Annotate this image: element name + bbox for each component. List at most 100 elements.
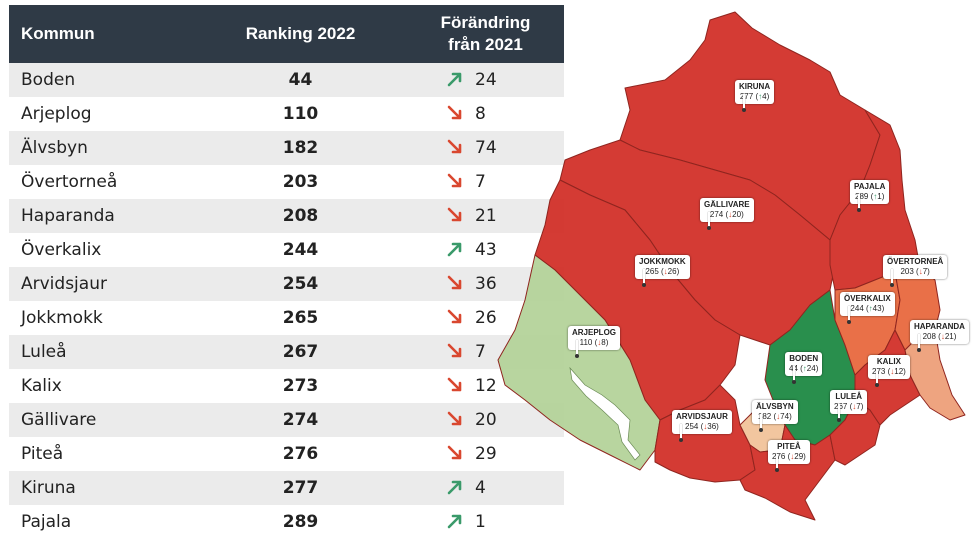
map-label-change: 4 — [762, 92, 767, 101]
table-row: Haparanda 208 21 — [9, 199, 564, 233]
ranking-table: Kommun Ranking 2022 Förändring från 2021… — [9, 5, 564, 539]
table-body: Boden 44 24 Arjeplog 110 8 Älvsbyn 182 74 Övertor… — [9, 63, 564, 539]
map-label-arvidsjaur: ARVIDSJAUR 254 (↓36) — [672, 410, 732, 434]
map-label-name: ARJEPLOG — [572, 328, 617, 337]
map-label-arjeplog: ARJEPLOG 110 (↓8) — [568, 326, 621, 350]
map-label-kiruna: KIRUNA 277 (↑4) — [735, 80, 775, 104]
map-label-name: HAPARANDA — [914, 322, 965, 331]
table-row: Arvidsjaur 254 36 — [9, 267, 564, 301]
map-pin — [758, 414, 763, 432]
cell-kommun: Pajala — [9, 505, 194, 539]
table-header-row: Kommun Ranking 2022 Förändring från 2021 — [9, 5, 564, 63]
map-pin — [678, 424, 683, 442]
cell-kommun: Jokkmokk — [9, 301, 194, 335]
cell-change: 74 — [407, 131, 564, 165]
map-label-value: 289 (↑1) — [855, 192, 885, 201]
map-label-rank: 277 — [739, 92, 754, 101]
map-label-lulea: LULEÅ 267 (↓7) — [830, 390, 868, 414]
map-pin — [574, 340, 579, 358]
table-row: Piteå 276 29 — [9, 437, 564, 471]
change-value: 26 — [475, 308, 497, 328]
arrow-down-right-icon — [447, 343, 462, 358]
map-regions — [497, 11, 966, 521]
cell-kommun: Kiruna — [9, 471, 194, 505]
map-label-value: 265 (↓26) — [645, 267, 680, 276]
map-label-value: 244 (↑43) — [850, 304, 885, 313]
mini-arrow-up-icon: ↑ — [758, 92, 763, 101]
arrow-up-right-icon — [447, 480, 462, 495]
map-label-rank: 274 — [709, 210, 724, 219]
map-label-name: ARVIDSJAUR — [676, 412, 728, 421]
change-value: 74 — [475, 138, 497, 158]
map-label-rank: 110 — [579, 338, 593, 347]
arrow-down-right-icon — [447, 275, 462, 290]
header-change-line2: från 2021 — [448, 35, 523, 54]
cell-ranking: 276 — [194, 437, 407, 471]
map-label-value: 276 (↓29) — [772, 452, 806, 461]
arrow-down-right-icon — [447, 207, 462, 222]
map-pin — [741, 94, 746, 112]
cell-kommun: Älvsbyn — [9, 131, 194, 165]
arrow-down-right-icon — [447, 411, 462, 426]
change-value: 7 — [475, 172, 486, 192]
cell-ranking: 182 — [194, 131, 407, 165]
table-row: Övertorneå 203 7 — [9, 165, 564, 199]
map-label-pitea: PITEÅ 276 (↓29) — [768, 440, 810, 464]
map-label-name: ÖVERKALIX — [844, 294, 891, 303]
map-label-name: PITEÅ — [777, 442, 801, 451]
arrow-up-right-icon — [447, 514, 462, 529]
cell-ranking: 289 — [194, 505, 407, 539]
map-label-change: 74 — [780, 412, 790, 421]
cell-ranking: 277 — [194, 471, 407, 505]
map-label-name: ÖVERTORNEÅ — [887, 257, 944, 266]
mini-arrow-down-icon: ↓ — [597, 338, 602, 347]
arrow-down-right-icon — [447, 139, 462, 154]
change-value: 21 — [475, 206, 497, 226]
map-label-rank: 265 — [645, 267, 659, 276]
cell-change: 7 — [407, 165, 564, 199]
cell-kommun: Piteå — [9, 437, 194, 471]
table-row: Kiruna 277 4 — [9, 471, 564, 505]
table-row: Kalix 273 12 — [9, 369, 564, 403]
cell-ranking: 273 — [194, 369, 407, 403]
change-value: 20 — [475, 410, 497, 430]
map-label-name: PAJALA — [854, 182, 886, 191]
map-label-value: 110 (↓8) — [579, 338, 609, 347]
map-label-rank: 289 — [855, 192, 869, 201]
map-label-boden: BODEN44 (↑24) — [785, 352, 823, 376]
cell-ranking: 110 — [194, 97, 407, 131]
cell-ranking: 254 — [194, 267, 407, 301]
mini-arrow-down-icon: ↓ — [940, 332, 945, 341]
arrow-up-right-icon — [447, 242, 462, 257]
table-row: Pajala 289 1 — [9, 505, 564, 539]
map-label-value: 208 (↓21) — [922, 332, 957, 341]
map-label-name: KIRUNA — [739, 82, 771, 91]
header-kommun: Kommun — [9, 5, 194, 63]
map-label-rank: 208 — [922, 332, 936, 341]
cell-kommun: Haparanda — [9, 199, 194, 233]
table-row: Gällivare 274 20 — [9, 403, 564, 437]
map-label-kalix: KALIX 273 (↓12) — [868, 355, 910, 379]
change-value: 12 — [475, 376, 497, 396]
map-label-change: 12 — [894, 367, 904, 376]
cell-change: 4 — [407, 471, 564, 505]
header-change: Förändring från 2021 — [407, 5, 564, 63]
map-label-change: 1 — [877, 192, 882, 201]
map-label-rank: 244 — [850, 304, 864, 313]
map-label-name: JOKKMOKK — [639, 257, 686, 266]
map-pin — [916, 334, 921, 352]
arrow-down-right-icon — [447, 105, 462, 120]
change-value: 36 — [475, 274, 497, 294]
map-label-value: 254 (↓36) — [685, 422, 719, 431]
cell-change: 1 — [407, 505, 564, 539]
arrow-down-right-icon — [447, 309, 462, 324]
table-row: Arjeplog 110 8 — [9, 97, 564, 131]
map-label-value: 182 (↓74) — [757, 412, 792, 421]
mini-arrow-down-icon: ↓ — [790, 452, 795, 461]
change-value: 8 — [475, 104, 486, 124]
cell-kommun: Gällivare — [9, 403, 194, 437]
map-pin — [846, 306, 851, 324]
mini-arrow-down-icon: ↓ — [703, 422, 708, 431]
arrow-up-right-icon — [447, 72, 462, 87]
map-pin — [874, 369, 879, 387]
